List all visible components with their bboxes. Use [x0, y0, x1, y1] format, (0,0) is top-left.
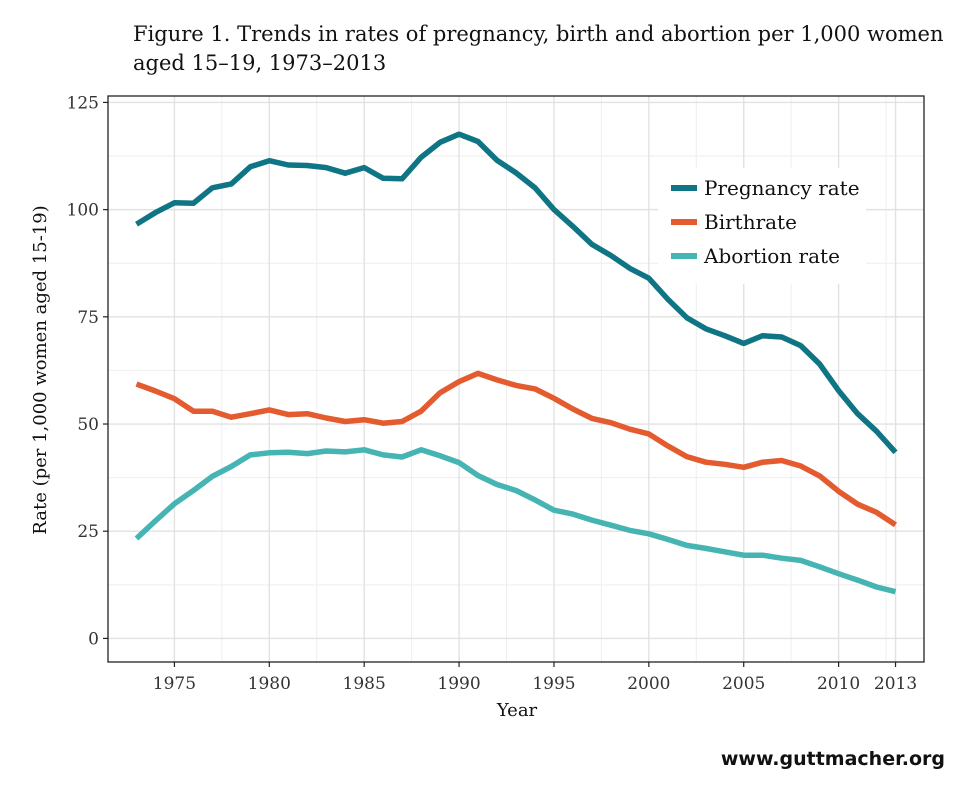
series-line-birthrate [135, 370, 898, 528]
y-axis-label: Rate (per 1,000 women aged 15-19) [30, 205, 51, 534]
y-tick-label: 0 [88, 629, 99, 649]
chart-title: Figure 1. Trends in rates of pregnancy, … [133, 20, 944, 78]
chart-title-line-1: Figure 1. Trends in rates of pregnancy, … [133, 22, 944, 46]
x-axis: 1975 1980 1985 1990 1995 2000 2005 2010 2013 [153, 662, 917, 694]
legend: Pregnancy rate Birthrate Abortion rate [658, 168, 866, 284]
plot-frame [107, 95, 925, 663]
series-line-pregnancy-rate [135, 131, 898, 455]
y-tick-label: 100 [67, 201, 99, 221]
chart-title-line-2: aged 15–19, 1973–2013 [133, 51, 387, 75]
x-tick-label: 1975 [153, 674, 196, 694]
x-tick-label: 2010 [817, 674, 860, 694]
x-axis-label: Year [496, 700, 538, 721]
x-tick-label: 2013 [874, 674, 917, 694]
source-url: www.guttmacher.org [720, 748, 945, 770]
x-tick-label: 1985 [343, 674, 386, 694]
y-tick-label: 75 [77, 308, 99, 328]
y-axis: 0 25 50 75 100 125 [67, 93, 108, 649]
legend-label: Birthrate [704, 210, 797, 234]
y-tick-label: 125 [67, 93, 99, 113]
x-tick-label: 1995 [532, 674, 575, 694]
legend-label: Pregnancy rate [704, 176, 860, 200]
x-tick-label: 2000 [627, 674, 670, 694]
y-tick-label: 50 [77, 415, 99, 435]
series-line-abortion-rate [134, 447, 897, 595]
x-tick-label: 1990 [437, 674, 480, 694]
x-tick-label: 1980 [248, 674, 291, 694]
legend-label: Abortion rate [703, 244, 840, 268]
y-tick-label: 25 [77, 522, 99, 542]
x-tick-label: 2005 [722, 674, 765, 694]
series-lines [134, 131, 898, 595]
grid-lines [108, 96, 924, 662]
